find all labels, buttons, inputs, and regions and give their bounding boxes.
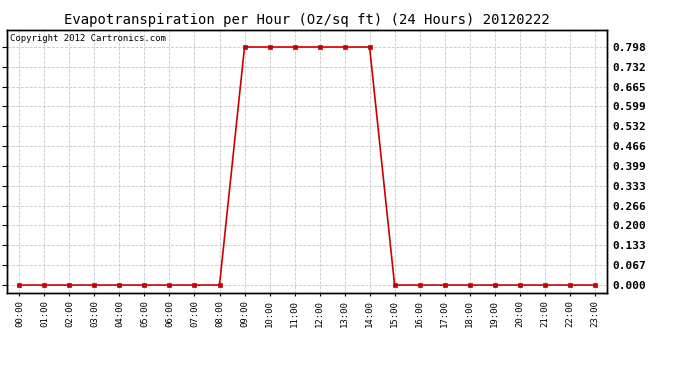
Title: Evapotranspiration per Hour (Oz/sq ft) (24 Hours) 20120222: Evapotranspiration per Hour (Oz/sq ft) (… (64, 13, 550, 27)
Text: Copyright 2012 Cartronics.com: Copyright 2012 Cartronics.com (10, 34, 166, 43)
